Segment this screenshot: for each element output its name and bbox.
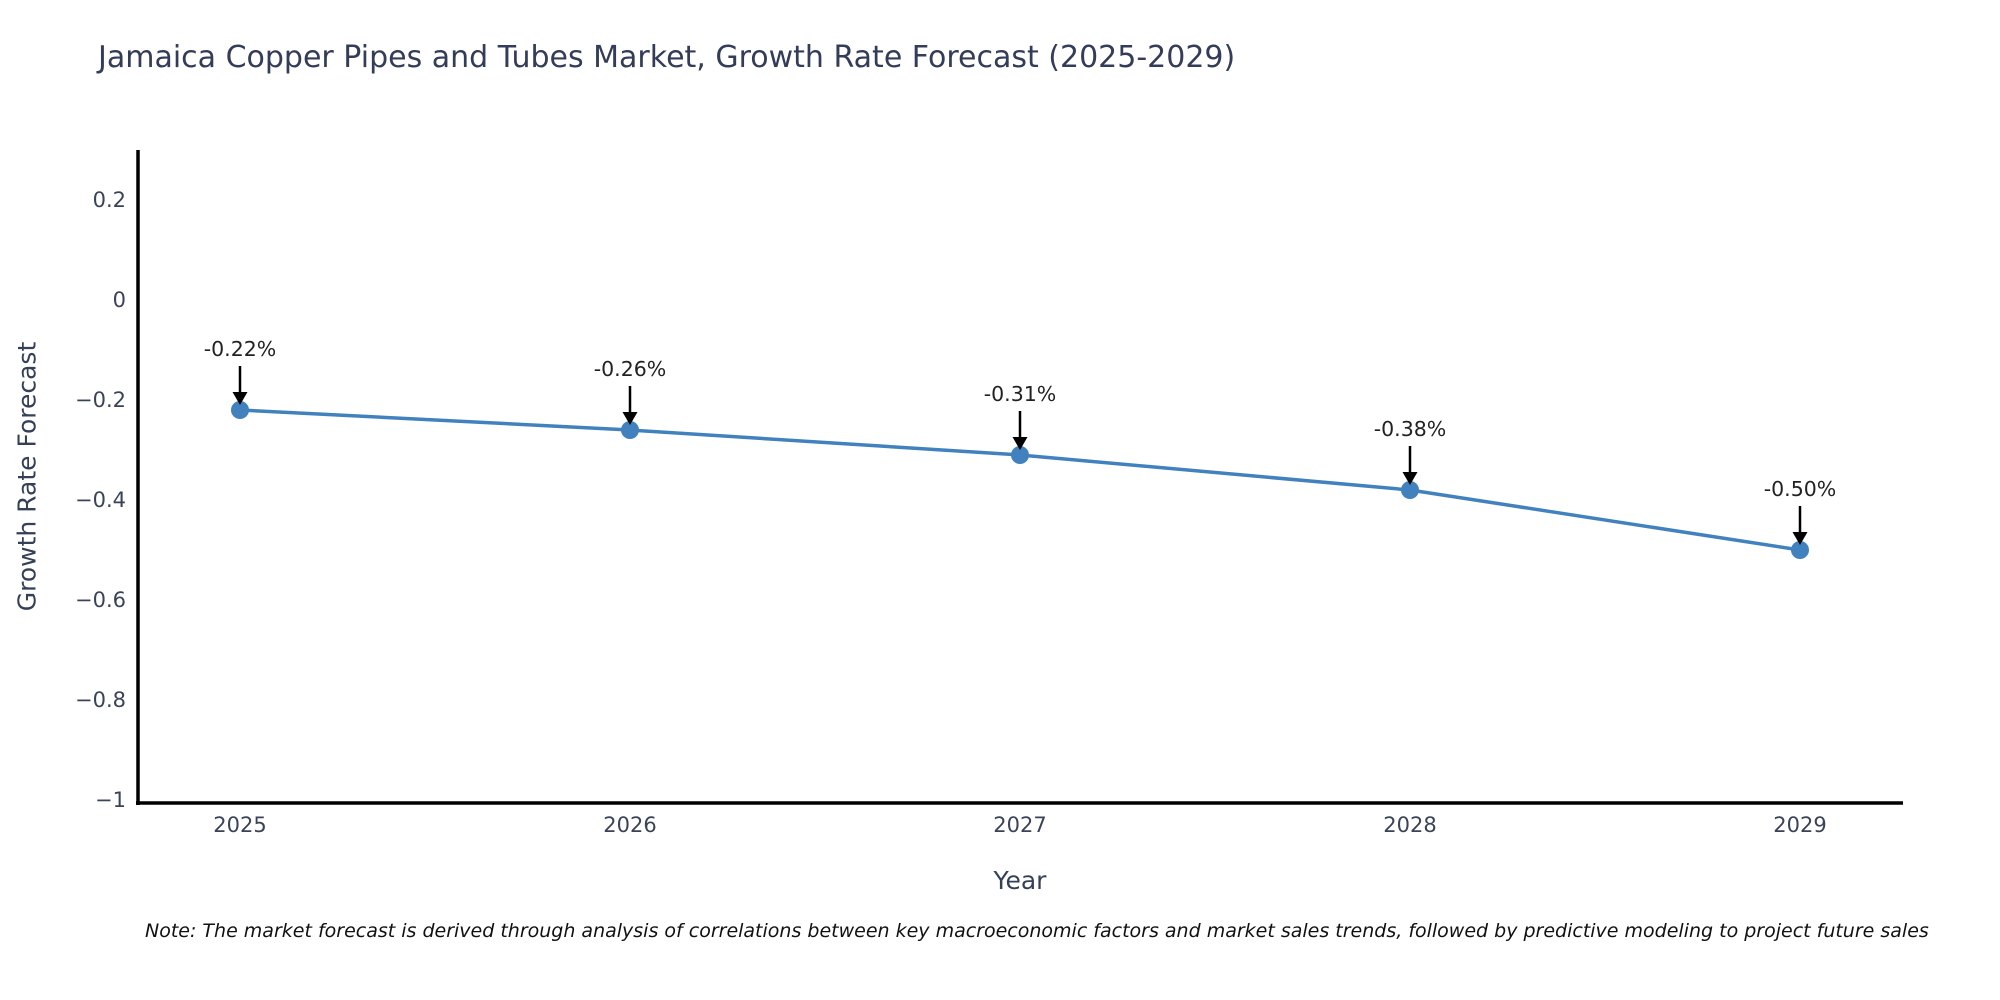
- x-tick-label: 2027: [993, 813, 1046, 837]
- point-annotation: -0.22%: [204, 337, 277, 361]
- data-point: [1401, 481, 1419, 499]
- x-axis-title: Year: [993, 866, 1047, 895]
- annotation-arrow-head: [232, 392, 248, 405]
- data-point: [1791, 541, 1809, 559]
- y-tick-label: −0.6: [75, 588, 126, 612]
- x-tick-label: 2026: [603, 813, 656, 837]
- footnote: Note: The market forecast is derived thr…: [145, 920, 1929, 942]
- y-tick-label: −0.8: [75, 688, 126, 712]
- y-tick-label: 0.2: [93, 188, 126, 212]
- y-tick-label: 0: [113, 288, 126, 312]
- point-annotation: -0.50%: [1764, 477, 1837, 501]
- annotation-arrow-head: [1792, 532, 1808, 545]
- data-point: [1011, 446, 1029, 464]
- x-tick-label: 2025: [213, 813, 266, 837]
- y-tick-label: −0.4: [75, 488, 126, 512]
- point-annotation: -0.31%: [984, 382, 1057, 406]
- data-point: [231, 401, 249, 419]
- y-tick-label: −1: [95, 788, 126, 812]
- data-point: [621, 421, 639, 439]
- annotation-arrow-head: [1402, 472, 1418, 485]
- point-annotation: -0.26%: [594, 357, 667, 381]
- x-tick-label: 2028: [1383, 813, 1436, 837]
- x-tick-label: 2029: [1773, 813, 1826, 837]
- annotation-arrow-head: [1012, 437, 1028, 450]
- annotation-arrow-head: [622, 412, 638, 425]
- y-tick-label: −0.2: [75, 388, 126, 412]
- chart-title: Jamaica Copper Pipes and Tubes Market, G…: [98, 40, 1236, 75]
- point-annotation: -0.38%: [1374, 417, 1447, 441]
